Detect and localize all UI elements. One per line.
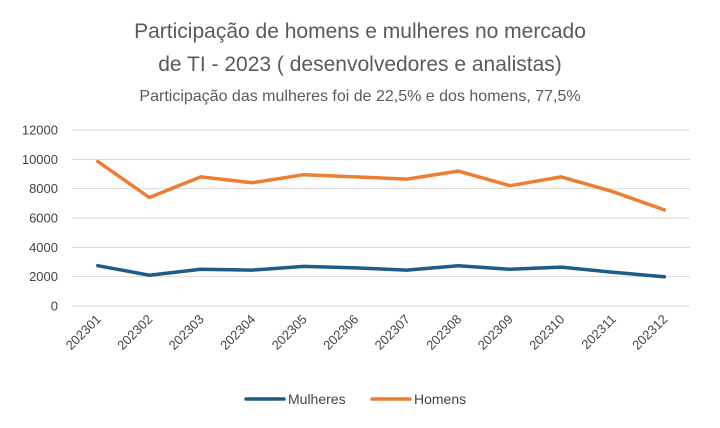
legend: Mulheres Homens xyxy=(244,391,466,407)
data-point xyxy=(147,195,151,199)
data-point xyxy=(302,173,306,177)
x-tick-label: 202307 xyxy=(372,312,413,353)
series-lines xyxy=(96,159,667,279)
data-point xyxy=(405,177,409,181)
y-tick-label: 6000 xyxy=(29,211,58,226)
y-tick-label: 10000 xyxy=(22,152,58,167)
gridlines xyxy=(72,129,690,307)
x-tick-label: 202304 xyxy=(217,312,258,353)
data-point xyxy=(559,265,563,269)
data-point xyxy=(456,169,460,173)
data-point xyxy=(508,267,512,271)
data-point xyxy=(611,270,615,274)
x-tick-label: 202301 xyxy=(63,312,104,353)
legend-label: Homens xyxy=(414,391,466,407)
data-point xyxy=(199,175,203,179)
data-point xyxy=(147,273,151,277)
x-tick-label: 202308 xyxy=(423,312,464,353)
x-tick-label: 202309 xyxy=(475,312,516,353)
y-tick-label: 2000 xyxy=(29,269,58,284)
x-tick-label: 202306 xyxy=(320,312,361,353)
data-point xyxy=(662,208,666,212)
data-point xyxy=(611,190,615,194)
data-point xyxy=(250,181,254,185)
chart-title-line-1: Participação de homens e mulheres no mer… xyxy=(134,20,586,43)
data-point xyxy=(250,268,254,272)
data-point xyxy=(456,264,460,268)
legend-label: Mulheres xyxy=(288,391,346,407)
series-line-mulheres xyxy=(96,263,667,279)
x-tick-label: 202312 xyxy=(629,312,670,353)
x-tick-label: 202311 xyxy=(578,312,619,353)
x-tick-label: 202302 xyxy=(114,312,155,353)
data-point xyxy=(96,160,100,164)
data-point xyxy=(353,266,357,270)
data-point xyxy=(302,264,306,268)
data-point xyxy=(662,275,666,279)
data-point xyxy=(559,175,563,179)
x-tick-label: 202303 xyxy=(166,312,207,353)
y-axis-ticks: 0 2000 4000 6000 8000 10000 12000 xyxy=(22,123,58,314)
x-tick-label: 202310 xyxy=(526,312,567,353)
data-point xyxy=(353,175,357,179)
data-point xyxy=(508,184,512,188)
data-point xyxy=(199,267,203,271)
chart-subtitle: Participação das mulheres foi de 22,5% e… xyxy=(139,88,580,105)
x-tick-label: 202305 xyxy=(269,312,310,353)
series-line-homens xyxy=(96,159,667,212)
y-tick-label: 4000 xyxy=(29,240,58,255)
data-point xyxy=(96,264,100,268)
y-tick-label: 8000 xyxy=(29,181,58,196)
data-point xyxy=(405,268,409,272)
y-tick-label: 0 xyxy=(51,299,58,314)
x-axis-ticks: 202301 202302 202303 202304 202305 202306 2023… xyxy=(63,312,671,353)
chart-title-line-2: de TI - 2023 ( desenvolvedores e analist… xyxy=(158,53,562,76)
y-tick-label: 12000 xyxy=(22,123,58,138)
